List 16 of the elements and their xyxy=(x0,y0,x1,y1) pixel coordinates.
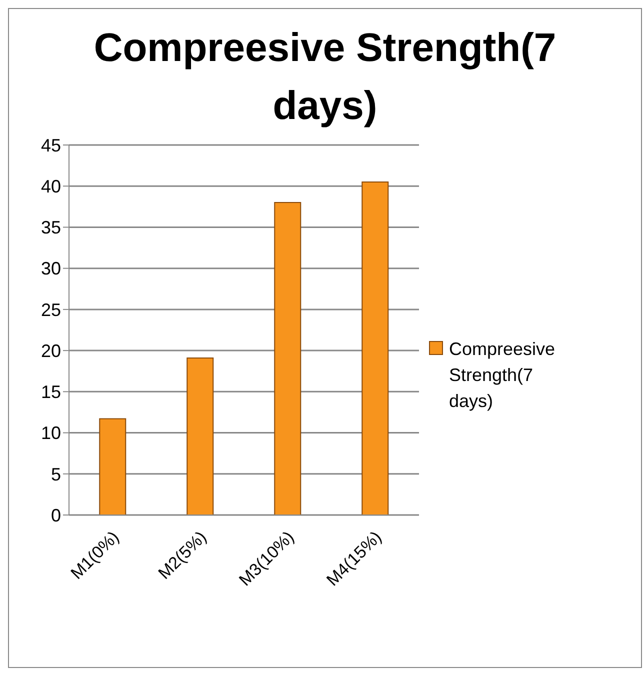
y-tick-label: 0 xyxy=(50,505,61,526)
y-tick-label: 5 xyxy=(50,464,61,484)
y-tick-label: 45 xyxy=(40,135,61,156)
y-tick-label: 25 xyxy=(40,300,61,320)
chart-title: Compreesive Strength(7 days) xyxy=(92,25,558,130)
y-tick-label: 15 xyxy=(40,382,61,402)
legend-label: Compreesive Strength(7 days) xyxy=(449,338,556,413)
y-tick-label: 35 xyxy=(40,218,61,238)
bar xyxy=(186,357,214,515)
y-tick-label: 40 xyxy=(40,176,61,196)
bar xyxy=(274,202,302,515)
bar xyxy=(362,182,389,515)
y-tick-label: 20 xyxy=(40,340,61,361)
bar xyxy=(99,418,126,515)
y-tick-label: 10 xyxy=(40,423,61,444)
y-tick-label: 30 xyxy=(40,258,61,279)
